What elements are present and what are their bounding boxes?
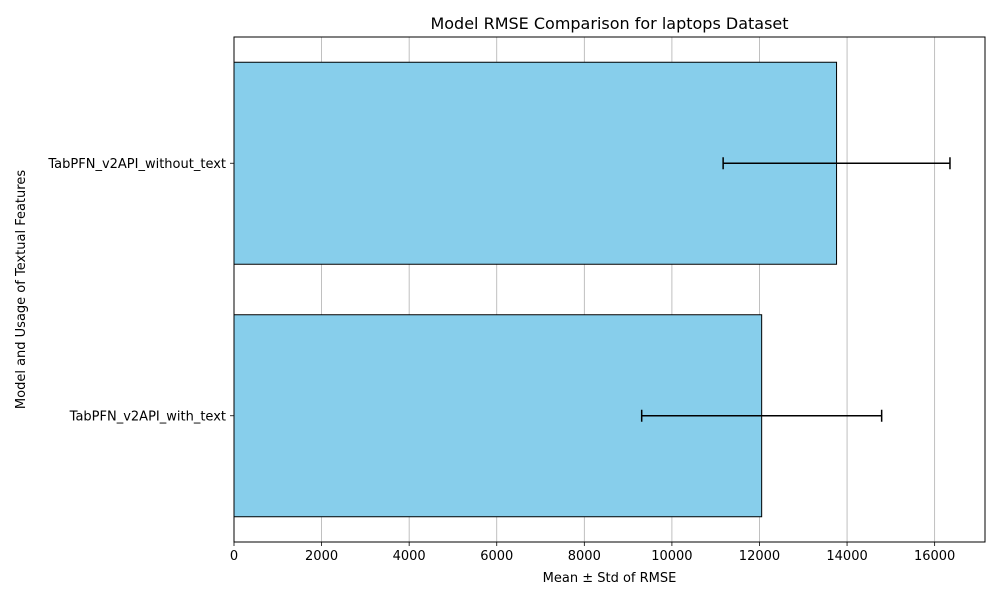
x-tick-label: 10000: [651, 549, 692, 564]
x-tick-label: 8000: [568, 549, 601, 564]
plot-frame: [233, 36, 986, 543]
y-axis-ticks: TabPFN_v2API_with_text TabPFN_v2API_witho…: [47, 157, 234, 424]
x-tick-label: 12000: [739, 549, 780, 564]
y-axis-label: Model and Usage of Textual Features: [14, 170, 29, 409]
x-tick-label: 14000: [826, 549, 867, 564]
x-tick-label: 16000: [914, 549, 955, 564]
bar-layer: [233, 61, 838, 518]
x-tick-label: 6000: [480, 549, 513, 564]
y-tick-label: TabPFN_v2API_without_text: [47, 157, 226, 172]
x-axis-ticks: 0 2000 4000 6000 8000 10000 12000 14000 16000: [230, 542, 955, 564]
x-axis-label: Mean ± Std of RMSE: [543, 571, 677, 586]
chart-title: Model RMSE Comparison for laptops Datase…: [430, 14, 788, 33]
x-tick-label: 4000: [393, 549, 426, 564]
y-tick-label: TabPFN_v2API_with_text: [69, 409, 226, 424]
x-tick-label: 2000: [305, 549, 338, 564]
x-tick-label: 0: [230, 549, 238, 564]
error-layer: [640, 157, 951, 422]
